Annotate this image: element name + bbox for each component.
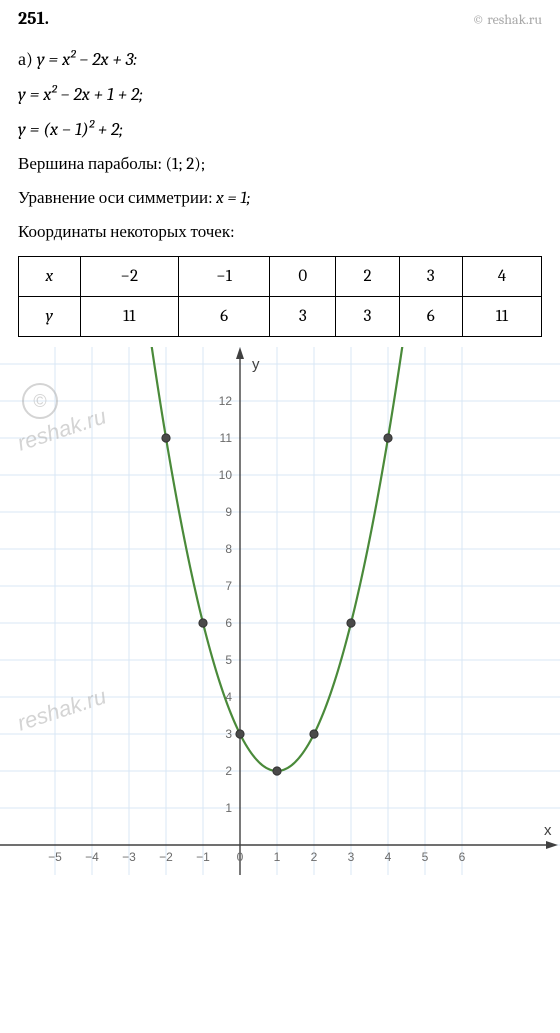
svg-text:6: 6	[225, 616, 232, 630]
svg-text:2: 2	[225, 764, 232, 778]
table-cell: 6	[399, 297, 462, 337]
chart-svg: −5−4−3−2−10123456123456789101112xy	[0, 347, 560, 875]
table-header-y: y	[19, 297, 81, 337]
svg-text:−2: −2	[159, 850, 173, 864]
svg-text:12: 12	[219, 394, 233, 408]
table-cell: 3	[270, 297, 336, 337]
svg-text:5: 5	[422, 850, 429, 864]
svg-text:0: 0	[237, 850, 244, 864]
svg-text:8: 8	[225, 542, 232, 556]
vertex-line: Вершина параболы: (1; 2);	[18, 154, 542, 174]
table-row-x: x −2 −1 0 2 3 4	[19, 257, 542, 297]
svg-text:1: 1	[274, 850, 281, 864]
parabola-chart: −5−4−3−2−10123456123456789101112xy ©resh…	[0, 347, 560, 875]
table-cell: −1	[178, 257, 269, 297]
svg-text:y: y	[252, 356, 260, 373]
table-cell: 0	[270, 257, 336, 297]
site-watermark: © reshak.ru	[472, 11, 542, 28]
svg-text:4: 4	[385, 850, 392, 864]
svg-text:x: x	[544, 822, 552, 839]
svg-text:10: 10	[219, 468, 233, 482]
equation-step2: y = (x − 1)² + 2;	[18, 119, 542, 140]
svg-text:11: 11	[220, 431, 233, 445]
svg-text:−1: −1	[196, 850, 210, 864]
table-cell: 11	[80, 297, 178, 337]
table-cell: 3	[399, 257, 462, 297]
page-header: 251. © reshak.ru	[0, 0, 560, 35]
svg-text:6: 6	[459, 850, 466, 864]
table-row-y: y 11 6 3 3 6 11	[19, 297, 542, 337]
content-body: а) y = x² − 2x + 3: y = x² − 2x + 1 + 2;…	[0, 49, 560, 242]
svg-text:9: 9	[225, 505, 232, 519]
equation-a: а) y = x² − 2x + 3:	[18, 49, 542, 70]
table-cell: 6	[178, 297, 269, 337]
axis-symmetry-line: Уравнение оси симметрии: x = 1;	[18, 188, 542, 208]
svg-text:3: 3	[348, 850, 355, 864]
svg-text:7: 7	[225, 579, 232, 593]
table-cell: 4	[462, 257, 541, 297]
svg-text:1: 1	[225, 801, 232, 815]
points-table: x −2 −1 0 2 3 4 y 11 6 3 3 6 11	[18, 256, 542, 337]
table-cell: 3	[336, 297, 399, 337]
problem-number: 251.	[18, 8, 49, 29]
equation-step1: y = x² − 2x + 1 + 2;	[18, 84, 542, 105]
table-cell: −2	[80, 257, 178, 297]
table-header-x: x	[19, 257, 81, 297]
svg-text:5: 5	[225, 653, 232, 667]
svg-text:2: 2	[311, 850, 318, 864]
svg-text:−5: −5	[48, 850, 62, 864]
points-label: Координаты некоторых точек:	[18, 222, 542, 242]
svg-text:3: 3	[225, 727, 232, 741]
chart-copyright-icon: ©	[22, 383, 58, 419]
svg-text:−4: −4	[85, 850, 99, 864]
table-cell: 11	[462, 297, 541, 337]
svg-text:−3: −3	[122, 850, 136, 864]
table-cell: 2	[336, 257, 399, 297]
